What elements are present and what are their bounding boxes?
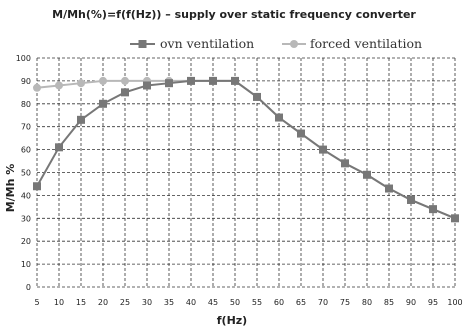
y-tick-label: 40	[21, 191, 31, 200]
legend: ovn ventilation forced ventilation	[130, 36, 422, 51]
x-tick-label: 80	[362, 298, 372, 307]
x-tick-label: 5	[34, 298, 39, 307]
data-point-series-0	[341, 159, 349, 168]
x-tick-label: 60	[274, 298, 284, 307]
data-point-series-0	[275, 113, 283, 122]
x-tick-label: 55	[252, 298, 262, 307]
data-point-series-0	[143, 81, 151, 90]
x-tick-label: 90	[406, 298, 416, 307]
y-tick-label: 100	[16, 54, 31, 63]
legend-label-series-1: forced ventilation	[310, 36, 422, 51]
data-point-series-0	[385, 184, 393, 193]
data-point-series-0	[165, 79, 173, 88]
y-tick-label: 50	[21, 169, 31, 178]
data-point-series-0	[77, 115, 85, 124]
y-tick-label: 90	[21, 77, 31, 86]
data-point-series-0	[55, 143, 63, 152]
x-tick-label: 50	[230, 298, 240, 307]
data-point-series-1	[99, 76, 107, 85]
x-tick-label: 25	[120, 298, 130, 307]
y-tick-labels: 0 10 20 30 40 50 60 70 80 90 100	[16, 54, 31, 292]
x-tick-label: 65	[296, 298, 306, 307]
y-tick-label: 20	[21, 237, 31, 246]
data-point-series-0	[187, 76, 195, 85]
data-point-series-0	[99, 99, 107, 108]
x-tick-label: 10	[54, 298, 64, 307]
chart-title: M/Mh(%)=f(f(Hz)) – supply over static fr…	[52, 8, 416, 21]
legend-label-series-0: ovn ventilation	[160, 36, 254, 51]
x-tick-label: 95	[428, 298, 438, 307]
data-point-series-0	[429, 205, 437, 214]
data-point-series-1	[121, 76, 129, 85]
x-tick-label: 35	[164, 298, 174, 307]
data-point-series-1	[55, 81, 63, 90]
data-point-series-0	[363, 170, 371, 179]
data-point-series-0	[297, 129, 305, 138]
data-point-series-0	[407, 195, 415, 204]
x-tick-label: 70	[318, 298, 328, 307]
y-tick-label: 60	[21, 146, 31, 155]
x-tick-label: 45	[208, 298, 218, 307]
series-lines	[33, 76, 459, 223]
y-tick-label: 10	[21, 260, 31, 269]
x-tick-label: 100	[447, 298, 462, 307]
y-tick-label: 0	[26, 283, 31, 292]
data-point-series-0	[121, 88, 129, 97]
y-axis-title: M/Mh %	[4, 164, 17, 213]
x-tick-label: 15	[76, 298, 86, 307]
data-point-series-0	[451, 214, 459, 223]
y-tick-label: 30	[21, 214, 31, 223]
data-point-series-0	[231, 76, 239, 85]
legend-marker-series-1	[290, 40, 298, 48]
grid	[36, 57, 456, 288]
x-tick-label: 30	[142, 298, 152, 307]
data-point-series-0	[319, 145, 327, 154]
y-tick-label: 80	[21, 100, 31, 109]
x-tick-label: 20	[98, 298, 108, 307]
x-tick-label: 85	[384, 298, 394, 307]
x-tick-label: 75	[340, 298, 350, 307]
x-tick-label: 40	[186, 298, 196, 307]
data-point-series-0	[253, 92, 261, 101]
x-axis-title: f(Hz)	[217, 314, 247, 327]
y-tick-label: 70	[21, 123, 31, 132]
data-point-series-1	[77, 79, 85, 88]
legend-marker-series-0	[138, 40, 147, 48]
data-point-series-0	[209, 76, 217, 85]
x-tick-labels: 5 10 15 20 25 30 35 40 45 50 55 60 65 70 75 80 85 90 95 100	[34, 298, 462, 307]
data-point-series-1	[33, 83, 41, 92]
data-point-series-0	[33, 182, 41, 191]
